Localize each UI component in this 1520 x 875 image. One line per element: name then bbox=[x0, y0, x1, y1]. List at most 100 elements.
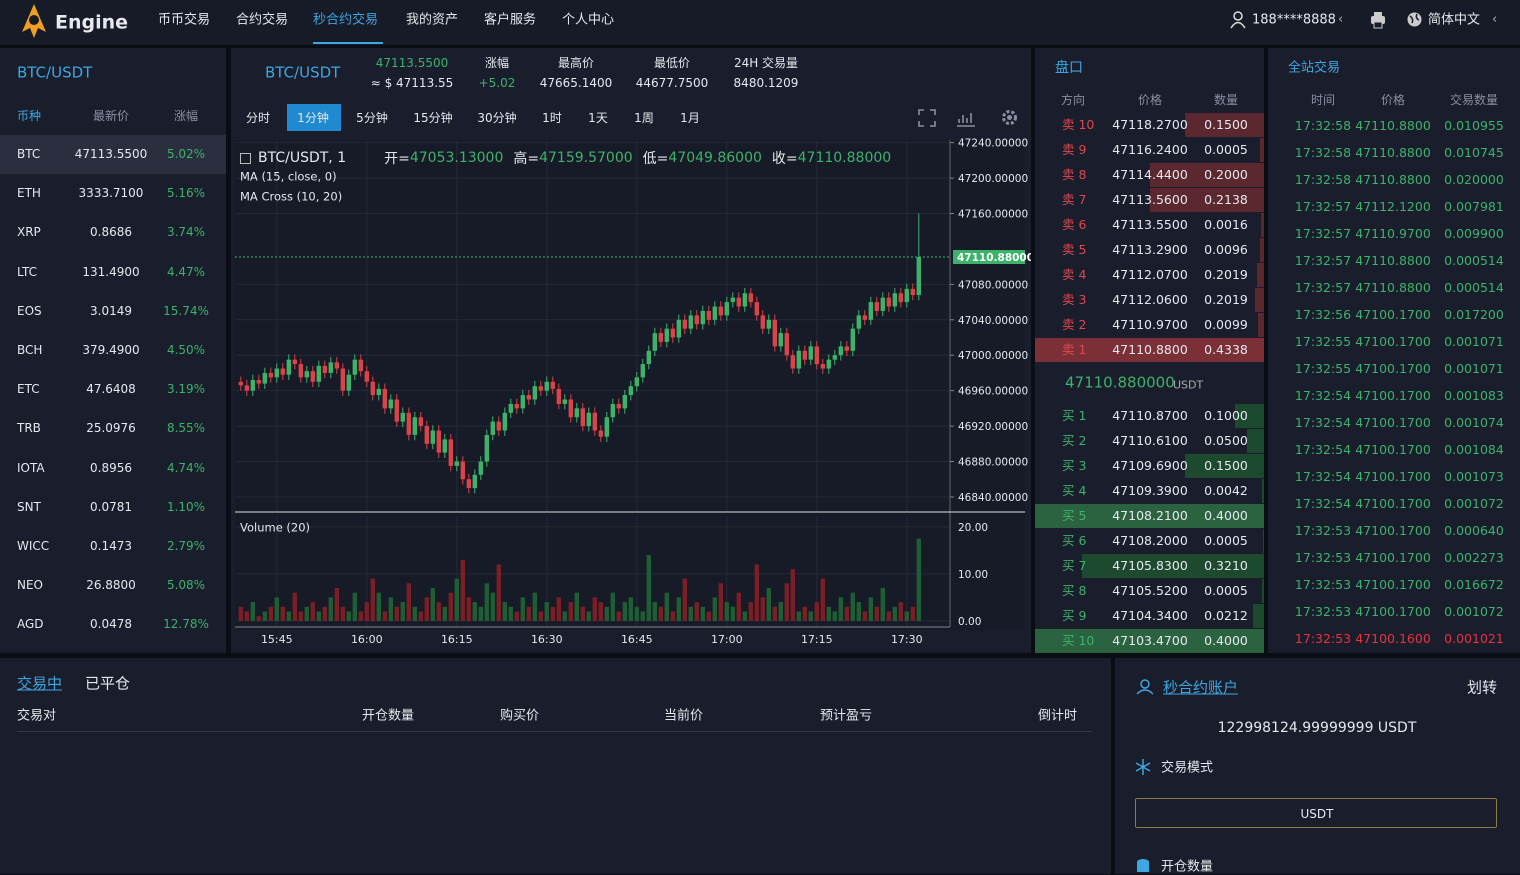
orderbook-direction: 买 4 bbox=[1062, 482, 1087, 498]
market-price: 0.8686 bbox=[90, 225, 132, 240]
market-symbol[interactable]: IOTA bbox=[17, 460, 45, 475]
printer-icon[interactable] bbox=[1369, 11, 1387, 29]
price-line-label: 47110.88000 bbox=[957, 252, 1031, 264]
orderbook-direction: 买 9 bbox=[1062, 607, 1087, 623]
market-change: 3.19% bbox=[166, 382, 206, 397]
nav-item[interactable]: 客户服务 bbox=[484, 12, 537, 28]
candle-body bbox=[406, 412, 411, 435]
language[interactable]: 简体中文 bbox=[1428, 12, 1481, 28]
nav-item[interactable]: 合约交易 bbox=[236, 12, 289, 28]
nav-item[interactable]: 个人中心 bbox=[562, 12, 615, 28]
ohlc-value: 47053.13000 bbox=[409, 150, 504, 166]
market-symbol[interactable]: XRP bbox=[17, 225, 41, 240]
y-tick-label: 47160.00000 bbox=[958, 209, 1028, 221]
orderbook-amount: 0.3210 bbox=[1204, 557, 1248, 573]
trade-amount: 0.010745 bbox=[1444, 144, 1504, 160]
settings-icon[interactable] bbox=[1000, 108, 1019, 127]
position-tab[interactable]: 已平仓 bbox=[85, 674, 131, 693]
candle-body bbox=[676, 319, 681, 338]
candle-body bbox=[310, 371, 315, 382]
account-title[interactable]: 秒合约账户 bbox=[1163, 678, 1239, 697]
chevron[interactable]: ‹ bbox=[1338, 12, 1344, 27]
volume-bar bbox=[862, 611, 867, 621]
ohlc-value: 47049.86000 bbox=[668, 150, 762, 166]
candle-body bbox=[568, 399, 573, 418]
volume-bar bbox=[286, 611, 291, 621]
nav-item[interactable]: 我的资产 bbox=[406, 12, 459, 28]
volume-bar bbox=[364, 602, 369, 621]
trade-price: 47100.1700 bbox=[1355, 387, 1431, 403]
market-change: 1.10% bbox=[166, 499, 206, 514]
globe-icon[interactable] bbox=[1406, 11, 1423, 28]
volume-bar bbox=[622, 602, 627, 621]
candle-body bbox=[340, 368, 345, 391]
market-symbol[interactable]: ETC bbox=[17, 382, 40, 397]
candle-body bbox=[772, 319, 777, 347]
interval-button[interactable]: 30分钟 bbox=[477, 111, 517, 125]
y-tick-label: 10.00 bbox=[958, 569, 988, 581]
nav-item[interactable]: 币币交易 bbox=[158, 12, 211, 28]
candle-body bbox=[376, 388, 381, 396]
volume-bar bbox=[412, 606, 417, 621]
user-phone[interactable]: 188****8888 bbox=[1252, 12, 1336, 28]
market-symbol[interactable]: AGD bbox=[17, 617, 44, 632]
y-tick-label: 47080.00000 bbox=[958, 279, 1028, 291]
interval-button[interactable]: 5分钟 bbox=[356, 111, 388, 125]
trades-header: 时间 bbox=[1310, 93, 1336, 107]
x-tick-label: 17:15 bbox=[801, 633, 833, 646]
indicator-label: MA Cross (10, 20) bbox=[240, 189, 343, 204]
trade-price: 47100.1600 bbox=[1355, 630, 1431, 646]
market-symbol[interactable]: ETH bbox=[17, 186, 41, 201]
interval-button[interactable]: 1分钟 bbox=[297, 111, 329, 125]
candle-body bbox=[670, 328, 675, 338]
collapse-icon[interactable] bbox=[240, 152, 251, 164]
candle-body bbox=[652, 333, 657, 351]
market-symbol[interactable]: BCH bbox=[17, 343, 43, 357]
fullscreen-icon[interactable] bbox=[918, 109, 936, 127]
volume-bar bbox=[826, 606, 831, 621]
trade-amount: 0.001071 bbox=[1444, 360, 1504, 376]
trade-amount: 0.010955 bbox=[1444, 117, 1504, 133]
trade-price: 47100.1700 bbox=[1355, 549, 1431, 565]
trade-time: 17:32:54 bbox=[1294, 495, 1352, 511]
candle-body bbox=[388, 399, 393, 409]
volume-bar bbox=[832, 611, 837, 621]
market-symbol[interactable]: SNT bbox=[17, 499, 41, 514]
volume-bar bbox=[304, 606, 309, 621]
orderbook-header: 数量 bbox=[1213, 93, 1239, 107]
mode-button[interactable] bbox=[1135, 798, 1497, 828]
market-price: 131.4900 bbox=[82, 264, 140, 279]
nav-item[interactable]: 秒合约交易 bbox=[313, 12, 379, 28]
orderbook-amount: 0.2019 bbox=[1204, 266, 1248, 282]
orderbook-amount: 0.2019 bbox=[1204, 291, 1248, 307]
volume-bar bbox=[244, 611, 249, 621]
trade-price: 47100.1700 bbox=[1355, 333, 1431, 349]
y-tick-label: 20.00 bbox=[958, 522, 988, 534]
candle-body bbox=[748, 293, 753, 303]
trade-amount: 0.001074 bbox=[1444, 414, 1504, 430]
position-tab[interactable]: 交易中 bbox=[17, 674, 63, 693]
market-symbol[interactable]: TRB bbox=[17, 421, 41, 436]
chevron[interactable]: ‹ bbox=[1492, 12, 1498, 27]
trades-title: 全站交易 bbox=[1288, 60, 1341, 76]
interval-button[interactable]: 1周 bbox=[634, 111, 654, 125]
interval-button[interactable]: 1月 bbox=[680, 111, 700, 125]
trade-amount: 0.001084 bbox=[1444, 441, 1504, 457]
market-symbol[interactable]: NEO bbox=[17, 578, 44, 593]
market-symbol[interactable]: LTC bbox=[17, 264, 38, 279]
transfer-button[interactable]: 划转 bbox=[1466, 678, 1497, 697]
interval-button[interactable]: 1天 bbox=[588, 111, 608, 125]
trade-price: 47110.8800 bbox=[1355, 144, 1431, 160]
candle-body bbox=[850, 328, 855, 351]
candle-body bbox=[826, 359, 831, 369]
candle-body bbox=[766, 319, 771, 329]
interval-button[interactable]: 分时 bbox=[245, 111, 271, 125]
market-symbol[interactable]: EOS bbox=[17, 303, 42, 318]
indicator-icon[interactable] bbox=[956, 109, 976, 127]
orderbook-direction: 卖 10 bbox=[1062, 116, 1095, 132]
interval-button[interactable]: 1时 bbox=[542, 111, 562, 125]
volume-bar bbox=[514, 611, 519, 621]
interval-button[interactable]: 15分钟 bbox=[413, 111, 453, 125]
market-symbol[interactable]: WICC bbox=[17, 539, 50, 553]
market-symbol[interactable]: BTC bbox=[17, 147, 41, 161]
